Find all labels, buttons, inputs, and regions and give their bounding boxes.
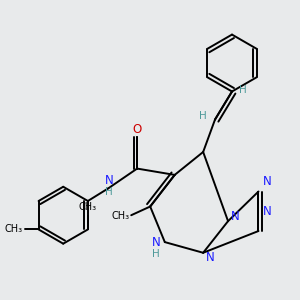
Text: N: N: [206, 251, 214, 264]
Text: H: H: [152, 249, 160, 259]
Text: CH₃: CH₃: [79, 202, 97, 212]
Text: H: H: [199, 111, 207, 121]
Text: N: N: [105, 174, 113, 187]
Text: H: H: [105, 187, 113, 197]
Text: N: N: [263, 205, 272, 218]
Text: CH₃: CH₃: [111, 211, 129, 221]
Text: N: N: [263, 175, 272, 188]
Text: O: O: [133, 123, 142, 136]
Text: N: N: [152, 236, 161, 249]
Text: H: H: [239, 85, 247, 94]
Text: N: N: [231, 210, 239, 223]
Text: CH₃: CH₃: [4, 224, 23, 234]
